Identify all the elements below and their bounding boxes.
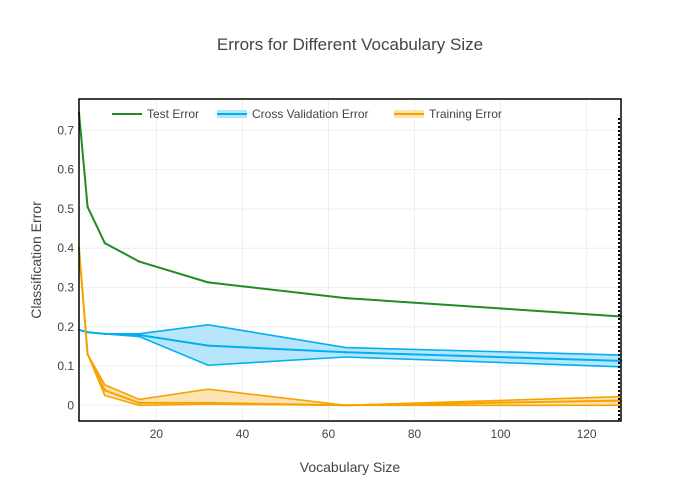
x-tick-label: 80 [408, 427, 422, 441]
x-tick-label: 40 [236, 427, 250, 441]
x-tick-label: 100 [491, 427, 511, 441]
y-tick-label: 0.5 [57, 202, 74, 216]
y-axis-ticks: 0 0.1 0.2 0.3 0.4 0.5 0.6 0.7 [57, 123, 74, 412]
y-tick-label: 0.6 [57, 163, 74, 177]
grid-lines [79, 99, 621, 421]
x-axis-title: Vocabulary Size [300, 459, 401, 475]
legend-item-training-error[interactable]: Training Error [394, 107, 502, 121]
test-error-point [86, 205, 89, 209]
y-tick-label: 0.4 [57, 241, 74, 255]
legend[interactable]: Test Error Cross Validation Error Training… [112, 107, 502, 121]
training-error-point [344, 404, 347, 407]
test-error-point [103, 241, 107, 245]
chart-title: Errors for Different Vocabulary Size [217, 35, 483, 54]
cross-validation-error-point [103, 332, 107, 336]
cross-validation-error-point [86, 331, 89, 334]
y-tick-label: 0.1 [57, 359, 74, 373]
legend-item-cross-validation-error[interactable]: Cross Validation Error [217, 107, 368, 121]
y-tick-label: 0 [67, 398, 74, 412]
cross-validation-error-point [206, 344, 210, 347]
y-tick-label: 0.3 [57, 280, 74, 294]
cross-validation-error-point [138, 333, 141, 337]
test-error-point [344, 296, 347, 300]
legend-label: Test Error [147, 107, 199, 121]
legend-item-test-error[interactable]: Test Error [112, 107, 199, 121]
y-axis-title: Classification Error [28, 201, 44, 319]
plot-frame [78, 98, 622, 422]
x-axis-ticks: 20 40 60 80 100 120 [150, 427, 597, 441]
legend-label: Training Error [429, 107, 502, 121]
series-lines [77, 111, 623, 407]
y-tick-label: 0.7 [57, 123, 74, 137]
test-error-point [138, 260, 141, 263]
training-error-point [138, 401, 141, 405]
y-tick-label: 0.2 [57, 320, 74, 334]
training-error-point [86, 353, 89, 356]
x-tick-label: 120 [577, 427, 597, 441]
cross-validation-error-point [344, 351, 347, 354]
training-error-point [206, 401, 210, 405]
test-error-line [78, 112, 622, 318]
training-error-point [103, 389, 107, 392]
legend-label: Cross Validation Error [252, 107, 368, 121]
x-tick-label: 60 [322, 427, 336, 441]
test-error-point [206, 281, 210, 284]
x-tick-label: 20 [150, 427, 164, 441]
